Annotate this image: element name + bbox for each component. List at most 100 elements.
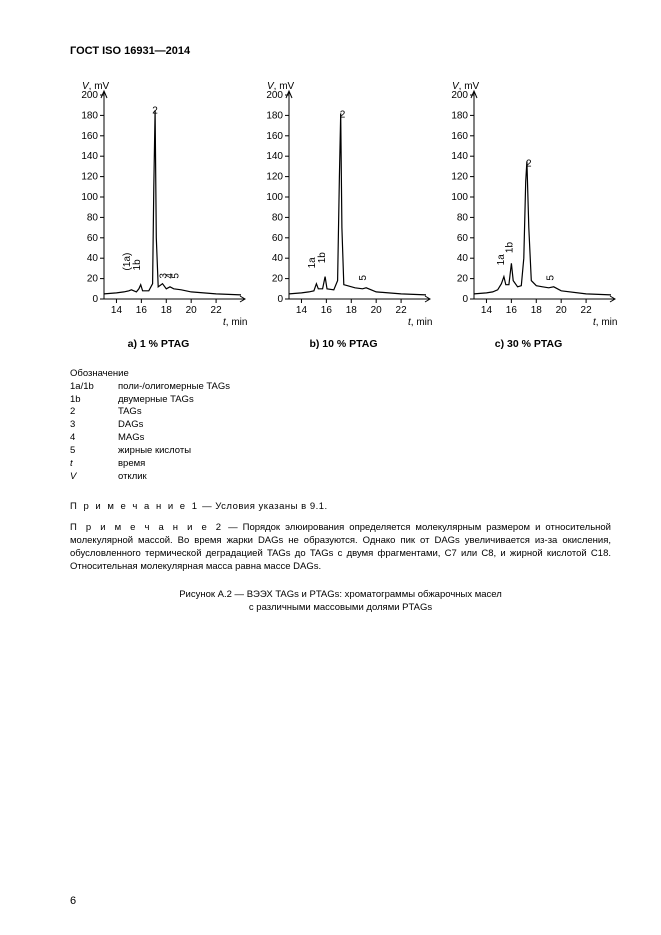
x-tick-label: 16 — [506, 305, 518, 316]
y-tick-label: 200 — [81, 90, 98, 101]
x-tick-label: 22 — [396, 305, 408, 316]
x-tick-label: 22 — [581, 305, 593, 316]
chart-caption: c) 30 % PTAG — [440, 338, 617, 350]
peak-label: 5 — [358, 275, 369, 281]
chromatogram-trace — [474, 161, 611, 295]
x-tick-label: 14 — [296, 305, 308, 316]
x-tick-label: 14 — [481, 305, 493, 316]
y-tick-label: 180 — [451, 110, 468, 121]
x-tick-label: 18 — [346, 305, 358, 316]
x-tick-label: 22 — [211, 305, 223, 316]
y-tick-label: 60 — [87, 233, 99, 244]
chart-cell: V, mV02040608010012014016018020014161820… — [440, 77, 617, 350]
y-tick-label: 160 — [81, 131, 98, 142]
peak-label: 1b — [132, 259, 143, 271]
x-tick-label: 18 — [161, 305, 173, 316]
y-tick-label: 20 — [272, 274, 284, 285]
y-tick-label: 140 — [81, 151, 98, 162]
legend-value: двумерные TAGs — [118, 394, 194, 407]
legend-value: поли-/олигомерные TAGs — [118, 381, 230, 394]
note-2-prefix: П р и м е ч а н и е 2 — [70, 522, 223, 533]
legend-row: 4MAGs — [70, 432, 611, 445]
y-tick-label: 40 — [87, 253, 99, 264]
y-tick-label: 0 — [92, 294, 98, 305]
legend-title: Обозначение — [70, 368, 611, 381]
y-tick-label: 0 — [462, 294, 468, 305]
y-tick-label: 80 — [457, 212, 469, 223]
legend-row: tвремя — [70, 458, 611, 471]
note-1: П р и м е ч а н и е 1 — Условия указаны … — [70, 501, 611, 512]
legend-row: Vотклик — [70, 471, 611, 484]
y-tick-label: 0 — [277, 294, 283, 305]
page-number: 6 — [70, 895, 76, 907]
legend-value: отклик — [118, 471, 147, 484]
legend-value: жирные кислоты — [118, 445, 191, 458]
charts-row: V, mV02040608010012014016018020014161820… — [70, 77, 611, 350]
legend-value: MAGs — [118, 432, 144, 445]
y-tick-label: 40 — [272, 253, 284, 264]
chromatogram-chart: V, mV02040608010012014016018020014161820… — [255, 77, 432, 327]
y-tick-label: 180 — [81, 110, 98, 121]
chromatogram-chart: V, mV02040608010012014016018020014161820… — [440, 77, 617, 327]
legend-row: 1bдвумерные TAGs — [70, 394, 611, 407]
y-tick-label: 40 — [457, 253, 469, 264]
legend-key: t — [70, 458, 118, 471]
legend-row: 3DAGs — [70, 419, 611, 432]
legend-value: TAGs — [118, 406, 142, 419]
y-tick-label: 80 — [272, 212, 284, 223]
y-tick-label: 180 — [266, 110, 283, 121]
legend-value: время — [118, 458, 145, 471]
x-tick-label: 20 — [371, 305, 383, 316]
peak-label: 2 — [526, 158, 532, 169]
legend-rows: 1a/1bполи-/олигомерные TAGs1bдвумерные T… — [70, 381, 611, 484]
chromatogram-chart: V, mV02040608010012014016018020014161820… — [70, 77, 247, 327]
x-tick-label: 14 — [111, 305, 123, 316]
legend-key: V — [70, 471, 118, 484]
chart-caption: a) 1 % PTAG — [70, 338, 247, 350]
legend-key: 3 — [70, 419, 118, 432]
chart-cell: V, mV02040608010012014016018020014161820… — [255, 77, 432, 350]
y-tick-label: 120 — [81, 172, 98, 183]
y-tick-label: 80 — [87, 212, 99, 223]
standard-code: ГОСТ ISO 16931—2014 — [70, 45, 611, 57]
y-tick-label: 160 — [451, 131, 468, 142]
x-tick-label: 20 — [556, 305, 568, 316]
page: ГОСТ ISO 16931—2014 V, mV020406080100120… — [0, 0, 661, 935]
x-tick-label: 16 — [136, 305, 148, 316]
peak-label: 1b — [505, 242, 516, 254]
legend-block: Обозначение 1a/1bполи-/олигомерные TAGs1… — [70, 368, 611, 483]
x-tick-label: 18 — [531, 305, 543, 316]
peak-label: 5 — [171, 273, 182, 279]
legend-key: 4 — [70, 432, 118, 445]
y-tick-label: 120 — [451, 172, 468, 183]
y-tick-label: 120 — [266, 172, 283, 183]
y-tick-label: 100 — [266, 192, 283, 203]
legend-row: 1a/1bполи-/олигомерные TAGs — [70, 381, 611, 394]
figure-title: Рисунок А.2 — ВЭЭХ TAGs и PTAGs: хромато… — [70, 588, 611, 615]
y-tick-label: 160 — [266, 131, 283, 142]
y-tick-label: 100 — [81, 192, 98, 203]
legend-value: DAGs — [118, 419, 143, 432]
peak-label: 5 — [546, 275, 557, 281]
note-1-prefix: П р и м е ч а н и е 1 — [70, 501, 199, 512]
y-tick-label: 140 — [266, 151, 283, 162]
x-axis-label: t, min — [223, 317, 247, 327]
peak-label: 1b — [317, 252, 328, 264]
y-tick-label: 200 — [266, 90, 283, 101]
peak-label: 2 — [152, 105, 158, 116]
note-2: П р и м е ч а н и е 2 — Порядок элюирова… — [70, 522, 611, 573]
chart-cell: V, mV02040608010012014016018020014161820… — [70, 77, 247, 350]
y-tick-label: 60 — [457, 233, 469, 244]
legend-key: 5 — [70, 445, 118, 458]
legend-key: 2 — [70, 406, 118, 419]
y-tick-label: 140 — [451, 151, 468, 162]
legend-key: 1a/1b — [70, 381, 118, 394]
legend-row: 2TAGs — [70, 406, 611, 419]
x-tick-label: 16 — [321, 305, 333, 316]
x-axis-label: t, min — [408, 317, 432, 327]
y-tick-label: 200 — [451, 90, 468, 101]
peak-label: 2 — [340, 109, 346, 120]
x-tick-label: 20 — [186, 305, 198, 316]
y-tick-label: 20 — [457, 274, 469, 285]
chart-caption: b) 10 % PTAG — [255, 338, 432, 350]
